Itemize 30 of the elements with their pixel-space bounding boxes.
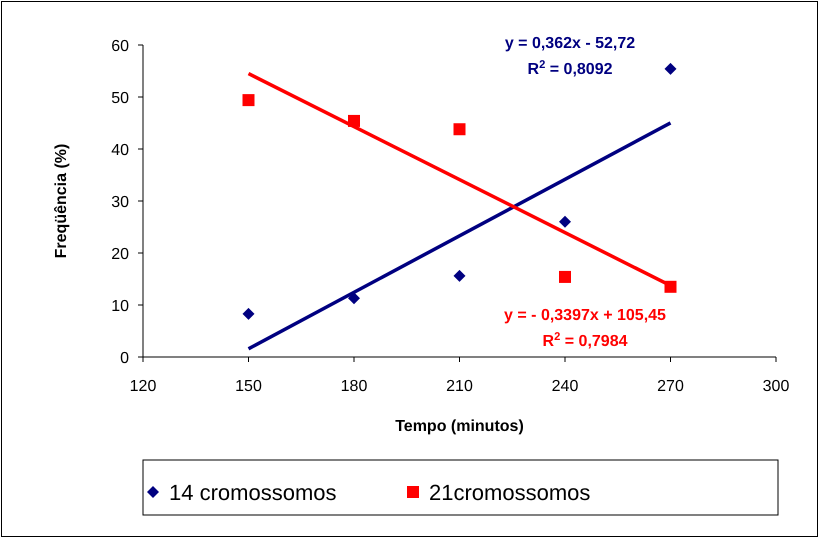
legend-label: 21cromossomos xyxy=(429,480,590,505)
x-tick-label: 210 xyxy=(446,378,473,395)
point xyxy=(664,62,676,75)
annotation: R$^{2}$ = 0,7984 xyxy=(542,331,628,350)
point xyxy=(559,270,571,283)
y-tick-label: 30 xyxy=(111,194,130,211)
x-tick-label: 120 xyxy=(130,378,156,395)
y-tick-label: 50 xyxy=(111,90,130,107)
y-axis-title: Freqüência (%) xyxy=(53,144,70,258)
y-tick-label: 0 xyxy=(120,350,130,367)
annotation: y = - 0,3397x + 105,45 xyxy=(504,307,666,324)
y-tick-label: 20 xyxy=(111,246,130,263)
point xyxy=(242,308,254,320)
annotation: R$^{2}$ = 0,8092 xyxy=(528,59,613,78)
x-tick-label: 180 xyxy=(340,378,368,395)
y-tick-label: 10 xyxy=(111,298,130,315)
y-tick-label: 60 xyxy=(111,38,130,55)
x-axis-title: Tempo (minutos) xyxy=(395,418,524,435)
point xyxy=(348,292,360,304)
x-tick-label: 270 xyxy=(657,378,684,395)
legend-label: 14 cromossomos xyxy=(169,480,337,505)
point xyxy=(454,270,466,282)
point xyxy=(242,94,254,106)
x-tick-label: 150 xyxy=(235,378,262,395)
point xyxy=(454,123,466,136)
annotation: y = 0,362x - 52,72 xyxy=(504,35,636,52)
y-tick-label: 40 xyxy=(111,142,130,159)
x-tick-label: 240 xyxy=(552,378,578,395)
point xyxy=(559,216,571,228)
x-tick-label: 300 xyxy=(762,378,790,395)
